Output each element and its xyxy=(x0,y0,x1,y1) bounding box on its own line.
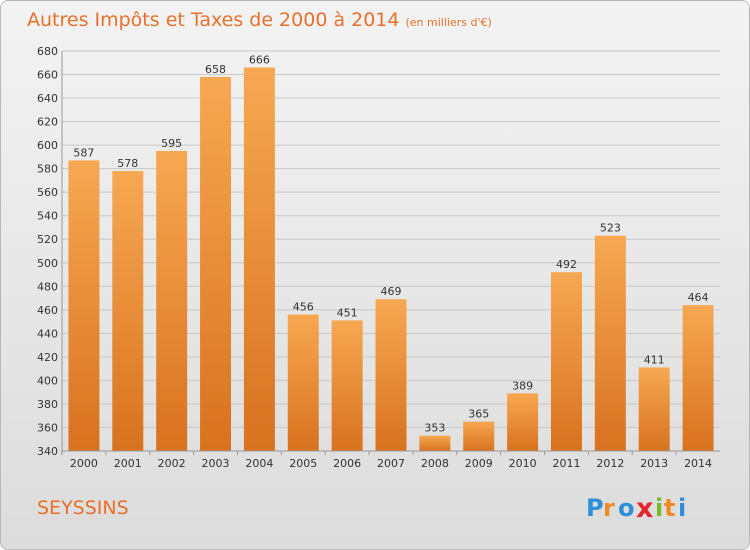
bar-2010 xyxy=(507,393,539,451)
x-tick-label: 2011 xyxy=(552,457,580,470)
x-tick-label: 2009 xyxy=(465,457,493,470)
value-label: 456 xyxy=(293,301,314,314)
y-tick-label: 460 xyxy=(37,304,58,317)
x-tick-label: 2004 xyxy=(245,457,273,470)
bar-2009 xyxy=(463,421,495,451)
bar-2001 xyxy=(112,171,144,451)
value-label: 492 xyxy=(556,258,577,271)
value-label: 469 xyxy=(381,285,402,298)
x-tick-label: 2012 xyxy=(596,457,624,470)
svg-text:i: i xyxy=(655,494,663,522)
bar-2008 xyxy=(419,435,451,451)
x-tick-label: 2007 xyxy=(377,457,405,470)
value-label: 389 xyxy=(512,379,533,392)
y-tick-label: 580 xyxy=(37,163,58,176)
y-tick-label: 360 xyxy=(37,421,58,434)
value-label: 595 xyxy=(161,137,182,150)
value-label: 587 xyxy=(73,146,94,159)
y-tick-label: 600 xyxy=(37,139,58,152)
svg-text:r: r xyxy=(603,494,615,522)
y-tick-label: 480 xyxy=(37,280,58,293)
x-tick-label: 2014 xyxy=(684,457,712,470)
y-tick-label: 500 xyxy=(37,257,58,270)
bar-2005 xyxy=(287,314,319,451)
svg-text:o: o xyxy=(618,494,635,522)
svg-text:t: t xyxy=(664,494,675,522)
x-tick-label: 2003 xyxy=(202,457,230,470)
value-label: 658 xyxy=(205,63,226,76)
y-tick-label: 440 xyxy=(37,327,58,340)
value-label: 451 xyxy=(337,306,358,319)
x-tick-label: 2000 xyxy=(70,457,98,470)
x-tick-label: 2006 xyxy=(333,457,361,470)
value-label: 365 xyxy=(468,408,489,421)
bar-2004 xyxy=(243,67,275,452)
x-tick-label: 2005 xyxy=(289,457,317,470)
chart-title: Autres Impôts et Taxes de 2000 à 2014 xyxy=(27,9,400,31)
x-tick-label: 2001 xyxy=(114,457,142,470)
y-tick-label: 520 xyxy=(37,233,58,246)
proxiti-logo: P r o x i t i xyxy=(586,493,686,524)
value-label: 666 xyxy=(249,53,270,66)
y-tick-label: 620 xyxy=(37,116,58,129)
x-tick-label: 2002 xyxy=(158,457,186,470)
bar-2013 xyxy=(638,367,670,451)
bar-2000 xyxy=(68,160,100,452)
bar-2012 xyxy=(594,235,626,451)
y-tick-label: 420 xyxy=(37,351,58,364)
bars-group xyxy=(68,67,714,452)
bar-2014 xyxy=(682,305,714,451)
value-label: 411 xyxy=(644,353,665,366)
value-label: 523 xyxy=(600,222,621,235)
y-tick-label: 540 xyxy=(37,210,58,223)
x-axis: 2000 2001 2002 2003 2004 2005 2006 2007 2008 2009… xyxy=(61,450,720,470)
y-axis: 340 360 380 400 420 440 460 480 500 520 540 560 580 6… xyxy=(37,45,63,458)
bar-2003 xyxy=(200,76,232,451)
bar-2002 xyxy=(156,151,188,451)
y-tick-label: 680 xyxy=(37,45,58,58)
x-tick-label: 2008 xyxy=(421,457,449,470)
chart-subtitle: (en milliers d'€) xyxy=(405,16,492,29)
value-label: 353 xyxy=(424,422,445,435)
y-tick-label: 340 xyxy=(37,445,58,458)
value-labels: 587 578 595 658 666 456 451 469 353 365 389 492 523 4… xyxy=(73,53,708,434)
value-label: 464 xyxy=(688,291,709,304)
bar-2011 xyxy=(550,272,582,451)
y-tick-label: 560 xyxy=(37,186,58,199)
x-tick-label: 2010 xyxy=(509,457,537,470)
chart-title-block: Autres Impôts et Taxes de 2000 à 2014 (en… xyxy=(27,9,492,31)
bar-2006 xyxy=(331,320,363,451)
svg-text:x: x xyxy=(636,493,653,524)
value-label: 578 xyxy=(117,157,138,170)
svg-text:P: P xyxy=(586,494,604,522)
place-name: SEYSSINS xyxy=(37,497,129,519)
x-tick-label: 2013 xyxy=(640,457,668,470)
y-tick-label: 380 xyxy=(37,398,58,411)
y-tick-label: 400 xyxy=(37,374,58,387)
y-tick-label: 640 xyxy=(37,92,58,105)
y-tick-label: 660 xyxy=(37,69,58,82)
svg-text:i: i xyxy=(678,494,686,522)
bar-2007 xyxy=(375,299,407,451)
